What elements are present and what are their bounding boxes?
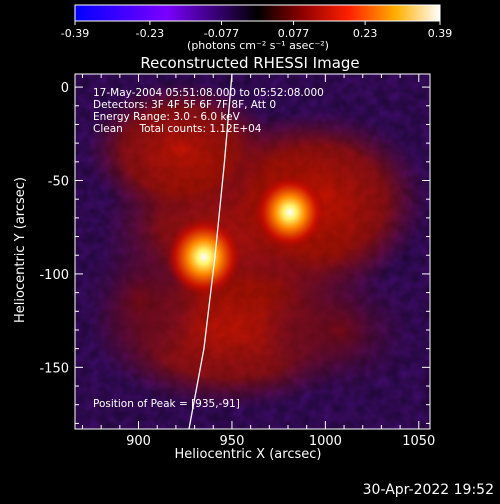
colorbar-tick-label: 0.077 [278, 27, 310, 40]
footer-timestamp: 30-Apr-2022 19:52 [362, 482, 494, 498]
solar-limb-curve [188, 74, 233, 429]
colorbar-tick-label: -0.077 [204, 27, 239, 40]
chart-title: Reconstructed RHESSI Image [140, 54, 359, 72]
annotation-time-range: 17-May-2004 05:51:08.000 to 05:52:08.000 [93, 87, 324, 99]
x-axis: 900 950 1000 1050 [81, 74, 435, 449]
x-tick-label: 1000 [309, 434, 342, 449]
annotations: 17-May-2004 05:51:08.000 to 05:52:08.000… [93, 87, 324, 410]
colorbar-ticks: -0.39 -0.23 -0.077 0.077 0.23 0.39 [61, 21, 452, 40]
colorbar-units-label: (photons cm⁻² s⁻¹ asec⁻²) [187, 39, 329, 52]
plot-frame [74, 73, 431, 430]
colorbar-tick-label: 0.39 [428, 27, 453, 40]
bright-sources [165, 174, 326, 298]
y-tick-label: -100 [39, 268, 69, 283]
y-axis: 0 -50 -100 -150 [39, 81, 430, 424]
annotation-energy-range: Energy Range: 3.0 - 6.0 keV [93, 111, 241, 123]
y-axis-label: Heliocentric Y (arcsec) [13, 177, 28, 323]
annotation-detectors: Detectors: 3F 4F 5F 6F 7F 8F, Att 0 [93, 99, 276, 111]
annotation-clean-counts: Clean Total counts: 1.12E+04 [93, 123, 262, 135]
bright-source [165, 217, 242, 298]
y-tick-label: -50 [48, 175, 69, 190]
x-tick-label: 1050 [402, 434, 435, 449]
colorbar-tick-label: 0.23 [353, 27, 378, 40]
x-axis-label: Heliocentric X (arcsec) [175, 447, 322, 462]
heatmap-image [75, 74, 430, 429]
x-tick-label: 900 [126, 434, 151, 449]
y-tick-label: 0 [61, 81, 69, 96]
bright-source [254, 174, 326, 250]
colorbar: -0.39 -0.23 -0.077 0.077 0.23 0.39 (photons c… [61, 4, 452, 52]
annotation-peak-position: Position of Peak = [935,-91] [93, 398, 240, 410]
colorbar-gradient [74, 4, 441, 22]
colorbar-tick-label: -0.23 [136, 27, 164, 40]
x-tick-label: 950 [220, 434, 245, 449]
colorbar-tick-label: -0.39 [61, 27, 89, 40]
y-tick-label: -150 [39, 361, 69, 376]
